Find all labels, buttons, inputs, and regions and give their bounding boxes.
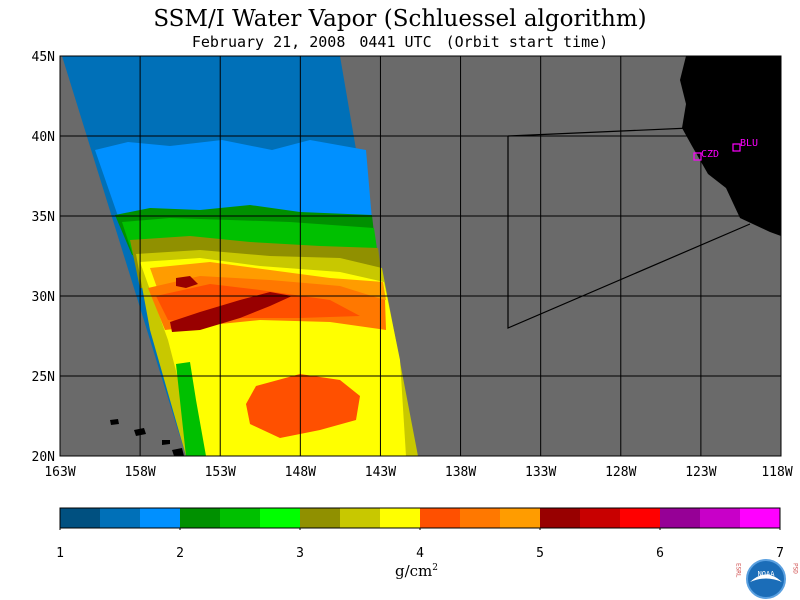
- logo-right-text: PSD: [792, 563, 799, 574]
- trajectory-line-top: [507, 127, 691, 137]
- longitude-labels: 163W 158W 153W 148W 143W 138W 133W 128W 123W 118W: [44, 465, 792, 480]
- trajectory-line: [507, 136, 751, 329]
- lon-label: 158W: [124, 465, 155, 480]
- swath-band-1: [95, 140, 372, 222]
- colorbar-swatch: [100, 508, 141, 528]
- colorbar-swatch: [140, 508, 181, 528]
- units-exponent: 2: [432, 563, 439, 573]
- station-blu-label: BLU: [740, 138, 758, 149]
- station-blu-marker[interactable]: [732, 143, 741, 152]
- colorbar-units: g/cm2: [395, 562, 438, 580]
- lon-label: 133W: [525, 465, 556, 480]
- colorbar-swatch: [60, 508, 101, 528]
- lat-label: 45N: [32, 50, 55, 65]
- land-hawaii-4: [172, 448, 184, 456]
- lon-label: 163W: [44, 465, 75, 480]
- noaa-logo: NOAA ESRL PSD: [735, 559, 799, 599]
- station-czd[interactable]: CZD: [693, 149, 719, 161]
- lon-label: 138W: [445, 465, 476, 480]
- swath-patch: [246, 374, 360, 438]
- noaa-logo-circle: [746, 559, 786, 599]
- land-california: [680, 56, 781, 236]
- lat-label: 35N: [32, 210, 55, 225]
- colorbar-swatch: [300, 508, 341, 528]
- noaa-logo-bird: [750, 574, 782, 582]
- latitude-labels: 45N 40N 35N 30N 25N 20N: [32, 50, 55, 465]
- swath-edge: [176, 362, 206, 456]
- colorbar-swatch: [740, 508, 781, 528]
- colorbar-swatch: [260, 508, 301, 528]
- colorbar-swatch: [460, 508, 501, 528]
- colorbar-swatch: [700, 508, 741, 528]
- land-hawaii-3: [162, 440, 170, 445]
- colorbar-swatch: [620, 508, 661, 528]
- colorbar-swatch: [380, 508, 421, 528]
- units-text: g/cm: [395, 562, 433, 580]
- logo-left-text: ESRL: [735, 563, 742, 578]
- colorbar-swatch: [180, 508, 221, 528]
- swath-core-small: [176, 276, 198, 288]
- subtitle-time: 0441 UTC: [359, 33, 432, 51]
- colorbar-swatch: [540, 508, 581, 528]
- colorbar-tick-label: 6: [656, 546, 664, 561]
- lon-label: 128W: [605, 465, 636, 480]
- station-czd-marker[interactable]: [693, 152, 702, 161]
- lat-label: 40N: [32, 130, 55, 145]
- lon-label: 118W: [761, 465, 792, 480]
- colorbar: [59, 507, 781, 530]
- colorbar-swatch: [660, 508, 701, 528]
- map-subtitle: February 21, 2008 0441 UTC (Orbit start ti…: [0, 33, 800, 51]
- colorbar-tick-label: 1: [56, 546, 64, 561]
- map-frame: [59, 55, 782, 457]
- lon-label: 123W: [685, 465, 716, 480]
- colorbar-tick-label: 2: [176, 546, 184, 561]
- swath-core: [170, 292, 292, 332]
- lon-label: 143W: [365, 465, 396, 480]
- lat-label: 30N: [32, 290, 55, 305]
- land-hawaii-1: [110, 419, 119, 425]
- swath-layer: [62, 56, 418, 456]
- colorbar-tick-label: 3: [296, 546, 304, 561]
- station-blu[interactable]: BLU: [732, 138, 758, 152]
- colorbar-swatch: [220, 508, 261, 528]
- colorbar-tick-label: 5: [536, 546, 544, 561]
- lat-label: 25N: [32, 370, 55, 385]
- noaa-logo-text: NOAA: [758, 570, 776, 578]
- station-czd-label: CZD: [701, 149, 719, 160]
- colorbar-tick-label: 4: [416, 546, 424, 561]
- map-title: SSM/I Water Vapor (Schluessel algorithm): [153, 6, 647, 32]
- lon-label: 148W: [285, 465, 316, 480]
- colorbar-swatch: [500, 508, 541, 528]
- colorbar-tick-label: 7: [776, 546, 784, 561]
- subtitle-note: (Orbit start time): [445, 33, 609, 51]
- colorbar-swatch: [580, 508, 621, 528]
- colorbar-swatch: [420, 508, 461, 528]
- colorbar-swatch: [340, 508, 381, 528]
- lat-label: 20N: [32, 450, 55, 465]
- lon-label: 153W: [205, 465, 236, 480]
- subtitle-date: February 21, 2008: [191, 33, 346, 51]
